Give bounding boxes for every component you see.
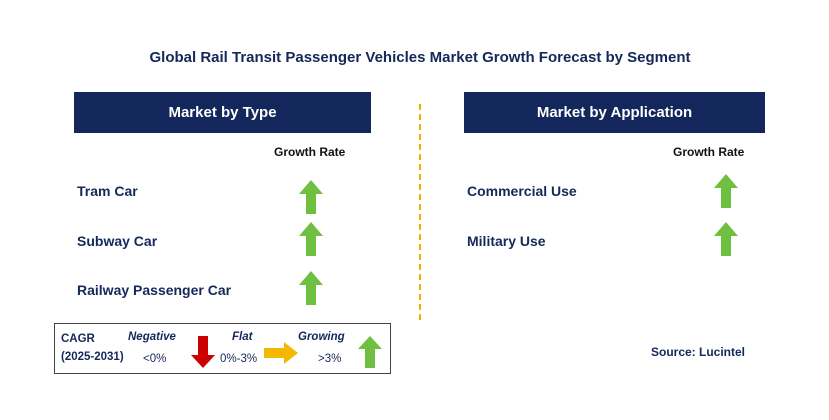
legend-growing-label: Growing bbox=[298, 331, 345, 343]
right-arrow-icon bbox=[264, 342, 298, 364]
source-label: Source: Lucintel bbox=[651, 345, 746, 359]
panel-divider bbox=[419, 104, 421, 320]
legend-flat-range: 0%-3% bbox=[220, 353, 258, 365]
segment-label-commercial-use: Commercial Use bbox=[467, 183, 577, 199]
cagr-legend: CAGR (2025-2031) Negative <0% Flat 0%-3%… bbox=[54, 323, 391, 374]
up-arrow-icon bbox=[299, 222, 323, 256]
segment-label-subway-car: Subway Car bbox=[77, 233, 158, 249]
up-arrow-icon bbox=[714, 222, 738, 256]
up-arrow-icon bbox=[358, 336, 382, 368]
market-by-application-header: Market by Application bbox=[464, 92, 765, 133]
chart-title: Global Rail Transit Passenger Vehicles M… bbox=[149, 49, 691, 66]
legend-cagr-label: CAGR bbox=[61, 333, 95, 345]
down-arrow-icon bbox=[191, 336, 215, 368]
application-growth-rate-label: Growth Rate bbox=[673, 145, 745, 159]
type-growth-rate-label: Growth Rate bbox=[274, 145, 346, 159]
legend-period-label: (2025-2031) bbox=[61, 351, 124, 363]
segment-label-tram-car: Tram Car bbox=[77, 183, 138, 199]
up-arrow-icon bbox=[299, 180, 323, 214]
segment-label-military-use: Military Use bbox=[467, 233, 546, 249]
legend-growing-range: >3% bbox=[318, 353, 342, 365]
up-arrow-icon bbox=[299, 271, 323, 305]
market-by-type-header: Market by Type bbox=[74, 92, 371, 133]
segment-label-railway-passenger-car: Railway Passenger Car bbox=[77, 282, 232, 298]
legend-negative-label: Negative bbox=[128, 331, 176, 343]
legend-flat-label: Flat bbox=[232, 331, 253, 343]
legend-negative-range: <0% bbox=[143, 353, 167, 365]
up-arrow-icon bbox=[714, 174, 738, 208]
